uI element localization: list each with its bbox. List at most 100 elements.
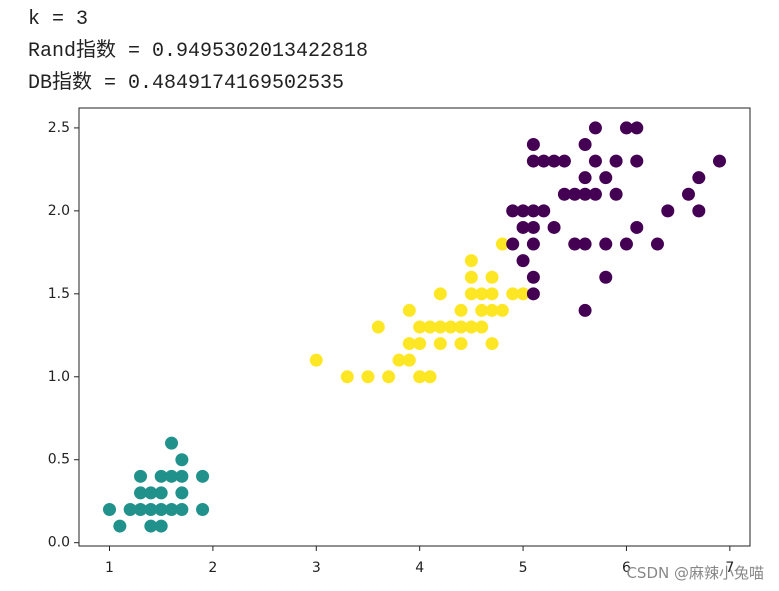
x-tick-label: 7 — [725, 560, 734, 576]
point — [154, 469, 168, 483]
point — [382, 370, 396, 384]
point — [475, 303, 489, 317]
point — [413, 370, 427, 384]
point — [433, 337, 447, 351]
point — [454, 337, 468, 351]
point — [506, 287, 520, 301]
point — [526, 237, 540, 251]
point — [196, 503, 210, 516]
point — [454, 320, 468, 334]
point — [444, 320, 458, 334]
point — [340, 370, 354, 384]
point — [506, 237, 520, 251]
point — [475, 320, 489, 334]
point — [165, 469, 179, 483]
point — [526, 204, 540, 218]
point — [619, 121, 633, 135]
point — [495, 303, 509, 317]
point — [526, 154, 540, 168]
point — [557, 187, 571, 201]
point — [609, 154, 623, 168]
y-tick-label: 0.0 — [48, 535, 70, 551]
point — [547, 220, 561, 234]
point — [599, 237, 613, 251]
point — [134, 503, 148, 516]
x-tick-label: 5 — [519, 560, 528, 576]
point — [588, 187, 602, 201]
point — [578, 138, 592, 151]
y-tick-label: 1.0 — [48, 369, 70, 385]
point — [516, 254, 530, 268]
point — [588, 154, 602, 168]
point — [402, 337, 416, 351]
point — [630, 121, 644, 135]
point — [402, 353, 416, 367]
point — [433, 287, 447, 301]
point — [464, 287, 478, 301]
point — [681, 187, 695, 201]
point — [485, 303, 499, 317]
point — [154, 519, 168, 533]
point — [588, 121, 602, 135]
point — [650, 237, 664, 251]
point — [485, 337, 499, 351]
point — [506, 204, 520, 218]
point — [175, 486, 189, 500]
point — [692, 171, 706, 185]
point — [165, 503, 179, 516]
point — [113, 519, 127, 533]
output-line: Rand指数 = 0.9495302013422818 — [28, 38, 368, 63]
point — [578, 237, 592, 251]
point — [630, 220, 644, 234]
point — [526, 220, 540, 234]
point — [392, 353, 406, 367]
point — [537, 154, 551, 168]
x-tick-label: 1 — [105, 560, 114, 576]
point — [557, 154, 571, 168]
plot-frame — [78, 107, 751, 547]
point — [713, 154, 726, 168]
watermark: CSDN @麻辣小兔喵 — [626, 564, 764, 582]
point — [599, 270, 613, 284]
point — [154, 503, 168, 516]
point — [175, 503, 189, 516]
point — [578, 303, 592, 317]
point — [423, 370, 437, 384]
point — [134, 486, 148, 500]
point — [578, 187, 592, 201]
point — [134, 469, 148, 483]
point — [196, 469, 210, 483]
point — [661, 204, 675, 218]
point — [568, 187, 582, 201]
point — [371, 320, 385, 334]
x-tick-label: 4 — [415, 560, 424, 576]
point — [619, 237, 633, 251]
point — [475, 287, 489, 301]
point — [630, 154, 644, 168]
point — [485, 287, 499, 301]
x-tick-label: 6 — [622, 560, 631, 576]
y-tick-label: 2.0 — [48, 203, 70, 219]
point — [526, 138, 540, 151]
point — [609, 187, 623, 201]
point — [144, 519, 158, 533]
point — [433, 320, 447, 334]
point — [123, 503, 137, 516]
point — [599, 171, 613, 185]
point — [485, 270, 499, 284]
point — [165, 436, 179, 450]
point — [361, 370, 375, 384]
point — [547, 154, 561, 168]
point — [154, 486, 168, 500]
point — [103, 503, 116, 516]
point — [516, 204, 530, 218]
point — [464, 270, 478, 284]
point — [568, 237, 582, 251]
point — [454, 303, 468, 317]
point — [413, 337, 427, 351]
output-line: DB指数 = 0.4849174169502535 — [28, 70, 344, 95]
point — [495, 237, 509, 251]
point — [692, 204, 706, 218]
x-tick-label: 2 — [208, 560, 217, 576]
